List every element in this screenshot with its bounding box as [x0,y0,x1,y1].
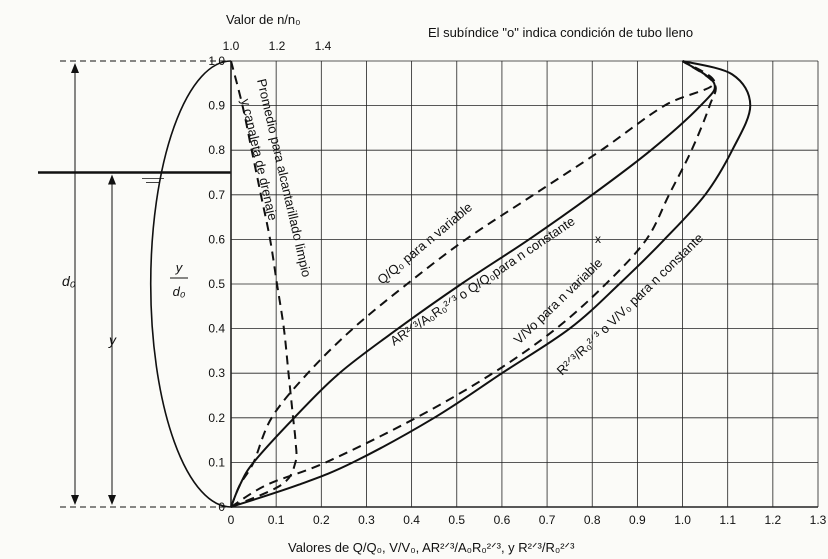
label-q-variable: Q/Q₀ para n variable [374,199,475,287]
x-tick-label: 0.9 [629,513,646,527]
y-tick-label: 0.1 [208,455,225,469]
series-line-0 [230,60,298,508]
y-tick-label: 0 [218,500,225,514]
top-tick-label: 1.4 [315,39,332,53]
y-tick-label: 0.6 [208,232,225,246]
x-tick-label: 1.0 [674,513,691,527]
depth-label: y [108,332,117,348]
y-axis-title-num: y [175,260,184,275]
x-tick-label: 0.1 [268,513,285,527]
top-tick-label: 1.0 [223,39,240,53]
diameter-arrow-bottom [71,495,79,505]
diameter-arrow-top [71,63,79,73]
x-tick-label: 0.3 [358,513,375,527]
y-tick-label: 0.8 [208,143,225,157]
label-r-constant: R²ᐟ³/R₀²ᐟ³ o V/V₀ para n constante [554,230,706,378]
y-tick-label: 0.2 [208,411,225,425]
depth-arrow-top [108,174,116,185]
x-tick-label: 0.5 [448,513,465,527]
x-tick-label: 0.6 [494,513,511,527]
pipe-cross-section: d₀ y [38,60,232,508]
series-line-2 [230,60,716,508]
y-tick-label: 0.4 [208,322,225,336]
top-tick-label: 1.2 [269,39,286,53]
x-tick-label: 0 [228,513,235,527]
x-tick-label: 0.4 [403,513,420,527]
depth-arrow-bottom [108,495,116,505]
chart-curves [230,60,752,508]
x-tick-label: 0.8 [584,513,601,527]
y-tick-label: 0.5 [208,277,225,291]
x-tick-label: 1.1 [719,513,736,527]
y-axis-title-den: d₀ [173,284,186,299]
chart-ticks: 0 0.1 0.2 0.3 0.4 0.5 0.6 0.7 0.8 0.9 1.0 1.1 1.2 1.3… [208,39,826,527]
y-tick-label: 0.7 [208,188,225,202]
chart-grid [230,60,819,508]
x-tick-label: 1.2 [765,513,782,527]
diameter-label: d₀ [62,273,76,289]
chart-note: El subíndice "o" indica condición de tub… [428,25,693,40]
top-axis-title: Valor de n/n₀ [226,12,301,27]
x-tick-label: 0.7 [539,513,556,527]
label-x-marker: x [595,232,601,246]
pipe-outline [149,60,232,508]
y-tick-label: 0.9 [208,99,225,113]
x-tick-label: 0.2 [313,513,330,527]
chart-texts: Valor de n/n₀ El subíndice "o" indica con… [170,12,706,555]
x-axis-title: Valores de Q/Q₀, V/V₀, AR²ᐟ³/A₀R₀²ᐟ³, y … [288,540,575,555]
y-tick-label: 1.0 [208,54,225,68]
series-line-4 [230,60,752,508]
series-line-3 [230,60,717,508]
x-tick-label: 1.3 [810,513,827,527]
y-tick-label: 0.3 [208,366,225,380]
